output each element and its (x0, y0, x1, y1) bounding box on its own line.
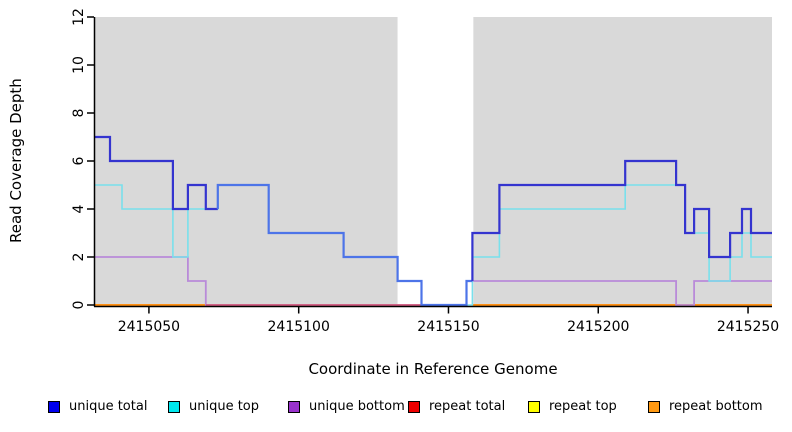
legend-item-repeat-bottom: repeat bottom (648, 399, 768, 414)
legend: unique total unique top unique bottom repea… (48, 399, 768, 414)
legend-swatch-unique-top (168, 400, 180, 413)
legend-swatch-unique-bottom (288, 400, 300, 413)
legend-label: repeat top (549, 399, 617, 414)
y-tick-label: 4 (71, 204, 87, 213)
x-tick-label: 2415200 (567, 319, 629, 335)
x-axis-title: Coordinate in Reference Genome (308, 360, 558, 378)
y-tick-label: 8 (71, 109, 87, 118)
x-tick-label: 2415050 (118, 319, 180, 335)
legend-swatch-repeat-total (408, 400, 420, 413)
y-tick-label: 12 (71, 8, 87, 26)
plot-shade-region-1 (473, 17, 772, 305)
legend-label: unique total (69, 399, 148, 414)
legend-swatch-repeat-bottom (648, 400, 660, 413)
legend-label: repeat bottom (669, 399, 763, 414)
x-tick-label: 2415250 (717, 319, 779, 335)
x-tick-label: 2415100 (268, 319, 330, 335)
legend-label: repeat total (429, 399, 506, 414)
y-tick-label: 6 (71, 156, 87, 165)
coverage-chart: 2415050 2415100 2415150 2415200 2415250 0 2 4 6 8… (71, 8, 779, 335)
legend-label: unique bottom (309, 399, 405, 414)
series-unique-total-part1 (216, 183, 473, 307)
y-tick-label: 2 (71, 253, 87, 262)
legend-label: unique top (189, 399, 260, 414)
series-unique-total-part2 (471, 159, 772, 281)
legend-item-repeat-total: repeat total (408, 399, 528, 414)
legend-swatch-repeat-top (528, 400, 540, 413)
x-tick-label: 2415150 (417, 319, 479, 335)
y-tick-label: 10 (71, 56, 87, 74)
series-unique-total-part0 (95, 135, 218, 211)
legend-item-repeat-top: repeat top (528, 399, 648, 414)
y-tick-label: 0 (71, 301, 87, 310)
legend-item-unique-top: unique top (168, 399, 288, 414)
legend-item-unique-bottom: unique bottom (288, 399, 408, 414)
legend-item-unique-total: unique total (48, 399, 168, 414)
legend-swatch-unique-total (48, 400, 60, 413)
y-axis-title: Read Coverage Depth (7, 78, 25, 244)
